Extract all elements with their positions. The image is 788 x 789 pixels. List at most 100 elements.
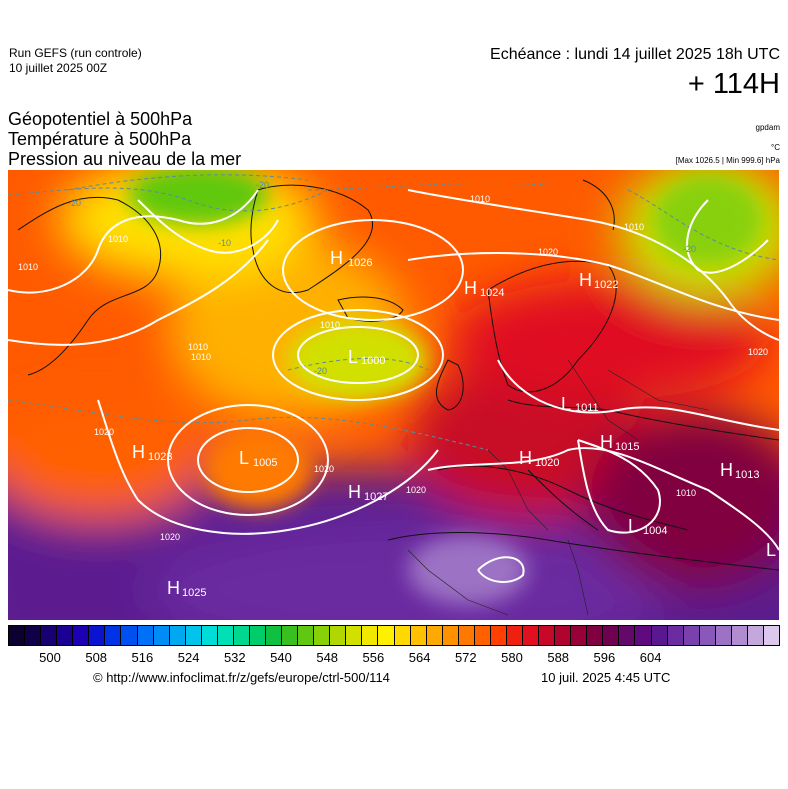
lead-time: + 114H — [687, 68, 780, 100]
isotherm-label: -20 — [68, 198, 81, 208]
colorbar-swatch — [73, 626, 90, 645]
colorbar-swatch — [426, 626, 443, 645]
colorbar-swatch — [699, 626, 716, 645]
isobar-label: 1020 — [538, 247, 558, 257]
svg-text:1005: 1005 — [253, 457, 277, 469]
country-borders — [407, 359, 709, 616]
colorbar-swatch — [346, 626, 363, 645]
colorbar-swatch — [667, 626, 684, 645]
isotherm-label: -20 — [314, 366, 327, 376]
colorbar-tick-label: 604 — [639, 650, 662, 665]
colorbar-swatch — [9, 626, 26, 645]
colorbar-tick-label: 596 — [593, 650, 616, 665]
param-pressure: Pression au niveau de la mer — [8, 149, 242, 169]
pressure-centers: H 1026 H 1024 H 1022 L 1000 L 1011 H 1023 L 100… — [132, 248, 776, 599]
colorbar-swatch — [89, 626, 106, 645]
svg-text:L: L — [348, 347, 358, 367]
issued-time: 10 juil. 2025 4:45 UTC — [541, 670, 671, 685]
valid-time: Echéance : lundi 14 juillet 2025 18h UTC — [490, 46, 780, 63]
isobar-label: 1020 — [748, 347, 768, 357]
colorbar-swatch — [651, 626, 668, 645]
svg-text:1000: 1000 — [361, 355, 385, 367]
high-center: H 1020 — [519, 448, 559, 469]
colorbar-swatch — [410, 626, 427, 645]
colorbar-swatch — [523, 626, 540, 645]
colorbar-tick-label: 572 — [454, 650, 477, 665]
isobar-label: 1010 — [676, 488, 696, 498]
colorbar-swatch — [474, 626, 491, 645]
isobar-label: 1010 — [191, 352, 211, 362]
isobar-label: 1010 — [18, 262, 38, 272]
svg-text:L: L — [561, 394, 571, 414]
high-center: H 1022 — [579, 270, 618, 291]
isobar-label: 1010 — [470, 194, 490, 204]
svg-text:1026: 1026 — [348, 257, 372, 269]
isobar-label: 1010 — [320, 320, 340, 330]
colorbar-swatch — [394, 626, 411, 645]
unit-degc: °C — [771, 143, 780, 152]
colorbar-swatch — [121, 626, 138, 645]
colorbar-swatch — [282, 626, 299, 645]
svg-text:1025: 1025 — [182, 587, 206, 599]
high-center: H 1015 — [600, 432, 639, 453]
isotherm-label: -20 — [256, 180, 269, 190]
svg-text:1020: 1020 — [535, 457, 559, 469]
low-center: L — [766, 540, 776, 560]
high-center: H 1027 — [348, 482, 388, 503]
svg-text:L: L — [628, 516, 638, 536]
isobars — [8, 189, 779, 583]
colorbar-swatch — [185, 626, 202, 645]
svg-text:L: L — [239, 448, 249, 468]
unit-gpdam: gpdam — [755, 123, 780, 132]
svg-text:L: L — [766, 540, 776, 560]
isotherm-label: -20 — [683, 244, 696, 254]
colorbar-swatch — [233, 626, 250, 645]
isobar-label: 1020 — [160, 532, 180, 542]
svg-text:1022: 1022 — [594, 279, 618, 291]
colorbar-swatch — [490, 626, 507, 645]
colorbar-swatch — [458, 626, 475, 645]
isobar-label: 1010 — [108, 234, 128, 244]
svg-text:1024: 1024 — [480, 287, 504, 299]
param-geopotential: Géopotentiel à 500hPa — [8, 109, 193, 129]
colorbar-swatch — [298, 626, 315, 645]
colorbar-swatch — [619, 626, 636, 645]
svg-text:1013: 1013 — [735, 469, 759, 481]
colorbar-tick-label: 540 — [270, 650, 292, 665]
svg-text:H: H — [167, 578, 180, 598]
colorbar-swatch — [442, 626, 459, 645]
low-center: L 1011 — [561, 394, 599, 414]
svg-text:1027: 1027 — [364, 491, 388, 503]
colorbar-swatch — [506, 626, 523, 645]
high-center: H 1025 — [167, 578, 206, 599]
isobar-label: 1010 — [188, 342, 208, 352]
run-name: Run GEFS (run controle) — [9, 46, 142, 60]
run-date: 10 juillet 2025 00Z — [9, 61, 108, 75]
colorbar — [8, 625, 780, 646]
svg-text:H: H — [579, 270, 592, 290]
colorbar-swatch — [603, 626, 620, 645]
isotherm-labels: -20 -20 -20 -10 -20 — [68, 180, 696, 376]
high-center: H 1026 — [330, 248, 372, 269]
colorbar-tick-label: 588 — [547, 650, 570, 665]
colorbar-swatch — [635, 626, 652, 645]
colorbar-swatch — [105, 626, 122, 645]
colorbar-swatch — [169, 626, 186, 645]
colorbar-swatch — [57, 626, 74, 645]
colorbar-swatch — [587, 626, 604, 645]
high-center: H 1023 — [132, 442, 172, 463]
colorbar-swatch — [201, 626, 218, 645]
colorbar-swatch — [217, 626, 234, 645]
svg-text:H: H — [348, 482, 361, 502]
param-temperature: Température à 500hPa — [8, 129, 192, 149]
colorbar-tick-label: 500 — [39, 650, 61, 665]
svg-text:1011: 1011 — [575, 402, 599, 414]
colorbar-swatch — [555, 626, 572, 645]
svg-text:H: H — [330, 248, 343, 268]
temperature-field — [8, 170, 779, 620]
svg-text:1004: 1004 — [643, 525, 667, 537]
colorbar-swatch — [747, 626, 764, 645]
isotherm-label: -10 — [218, 238, 231, 248]
high-center: H 1024 — [464, 278, 504, 299]
isobar-label: 1020 — [94, 427, 114, 437]
